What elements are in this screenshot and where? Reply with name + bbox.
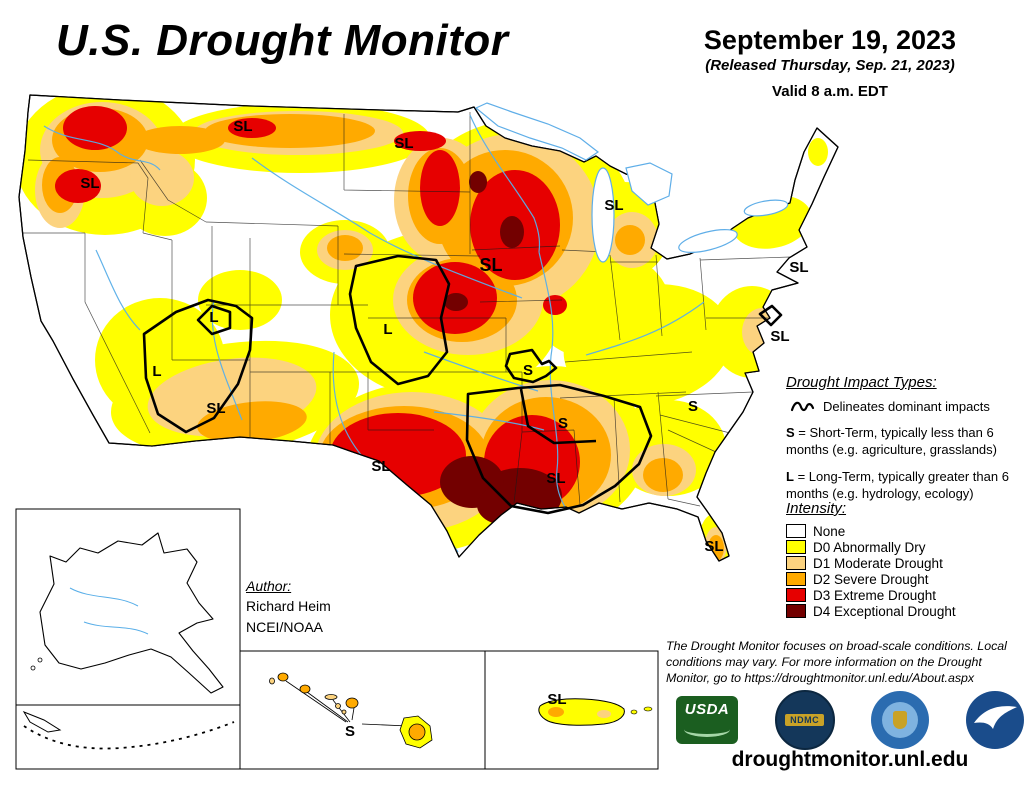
map-label-wa: SL [233,118,252,135]
author-org: NCEI/NOAA [246,618,324,635]
intensity-item-none: None [786,523,1024,539]
puerto-rico-island [538,698,653,726]
map-label-mi: SL [604,197,623,214]
commerce-dept-seal-logo [871,691,930,749]
map-label-new-england: SL [789,259,808,276]
map-label-plains: L [383,321,392,338]
hawaii-islands [269,672,433,749]
commerce-seal-emblem [893,711,908,729]
map-label-missouri: S [523,362,533,379]
map-label-great-basin: L [209,309,218,326]
lake-erie [678,229,738,253]
intensity-item-d3: D3 Extreme Drought [786,587,1024,603]
intensity-heading: Intensity: [786,500,847,517]
map-label-hawaii: S [345,723,355,740]
long-term-prefix: L [786,469,794,485]
intensity-swatch-d3 [786,588,806,602]
usda-logo-label: USDA [684,701,730,718]
long-term-definition: L = Long-Term, typically greater than 6 … [786,469,1024,502]
usda-logo: USDA [676,696,738,744]
impact-delineation-outlines [142,254,783,515]
ndmc-logo-label: NDMC [785,714,825,726]
impact-types-heading: Drought Impact Types: [786,374,937,391]
author-name: Richard Heim [246,598,331,615]
author-heading: Author: [246,578,292,594]
map-label-florida: SL [704,538,723,555]
footer-url: droughtmonitor.unl.edu [731,748,969,771]
state-boundaries [20,112,791,507]
map-date: September 19, 2023 [703,25,957,55]
ndmc-logo: NDMC [774,690,835,750]
map-label-or: SL [80,175,99,192]
commerce-seal-inner [882,702,919,738]
alaska-rivers [69,587,149,635]
hawaii-inset-box [239,650,486,770]
intensity-label-d0: D0 Abnormally Dry [813,539,926,555]
intensity-item-d1: D1 Moderate Drought [786,555,1024,571]
intensity-label-d4: D4 Exceptional Drought [813,603,956,619]
map-label-southeast: S [688,398,698,415]
intensity-swatch-none [786,524,806,538]
intensity-label-none: None [813,523,846,539]
short-term-prefix: S [786,425,795,440]
alaska-landmass [39,532,224,694]
intensity-swatch-d1 [786,556,806,570]
intensity-item-d0: D0 Abnormally Dry [786,539,1024,555]
intensity-swatch-d4 [786,604,806,618]
map-label-mt: SL [394,135,413,152]
intensity-label-d1: D1 Moderate Drought [813,555,943,571]
lake-superior [474,102,600,161]
impact-types-legend: Drought Impact Types: Delineates dominan… [786,374,1024,503]
agency-logos: USDA NDMC [676,690,1024,750]
map-label-mid-atlantic: SL [770,328,789,345]
map-label-louisiana: SL [546,470,565,487]
intensity-label-d3: D3 Extreme Drought [813,587,937,603]
dominant-impacts-label: Delineates dominant impacts [823,398,990,414]
map-impact-labels: SL SL SL SL SL SL L L SL L S SL S S SL S… [80,118,808,555]
valid-time: Valid 8 a.m. EDT [772,83,888,101]
intensity-item-d2: D2 Severe Drought [786,571,1024,587]
noaa-logo [965,691,1024,749]
intensity-label-d2: D2 Severe Drought [813,571,929,587]
released-date: (Released Thursday, Sep. 21, 2023) [705,57,955,75]
author-block: Author: Richard Heim NCEI/NOAA [246,576,331,637]
short-term-definition: S = Short-Term, typically less than 6 mo… [786,425,1024,458]
great-lakes [474,102,789,263]
map-label-california: L [152,363,161,380]
aleutian-islands [22,710,235,750]
hawaii-inset: S [239,650,486,770]
intensity-swatch-d0 [786,540,806,554]
dominant-impacts-squiggle-icon [790,401,815,412]
map-label-southwest: SL [206,400,225,417]
intensity-swatch-d2 [786,572,806,586]
date-block: September 19, 2023 (Released Thursday, S… [650,25,1010,101]
map-label-arkansas: S [558,415,568,432]
map-label-upper-midwest: SL [479,255,502,275]
intensity-legend: Intensity: None D0 Abnormally Dry D1 Mod… [786,500,1024,620]
puerto-rico-inset: SL [484,650,659,770]
disclaimer-text: The Drought Monitor focuses on broad-sca… [666,639,1007,686]
short-term-text: = Short-Term, typically less than 6 mont… [786,425,997,457]
usda-swoosh [684,722,730,737]
intensity-item-d4: D4 Exceptional Drought [786,603,1024,619]
map-label-texas: SL [371,458,390,475]
page-title: U.S. Drought Monitor [56,16,509,65]
lake-huron [625,162,673,206]
alaska-inset [15,508,241,770]
map-label-puerto-rico: SL [547,691,566,708]
long-term-text: = Long-Term, typically greater than 6 mo… [786,469,1009,501]
noaa-gull-icon [973,706,1017,729]
lake-ontario [743,199,789,217]
lake-michigan [591,167,615,263]
